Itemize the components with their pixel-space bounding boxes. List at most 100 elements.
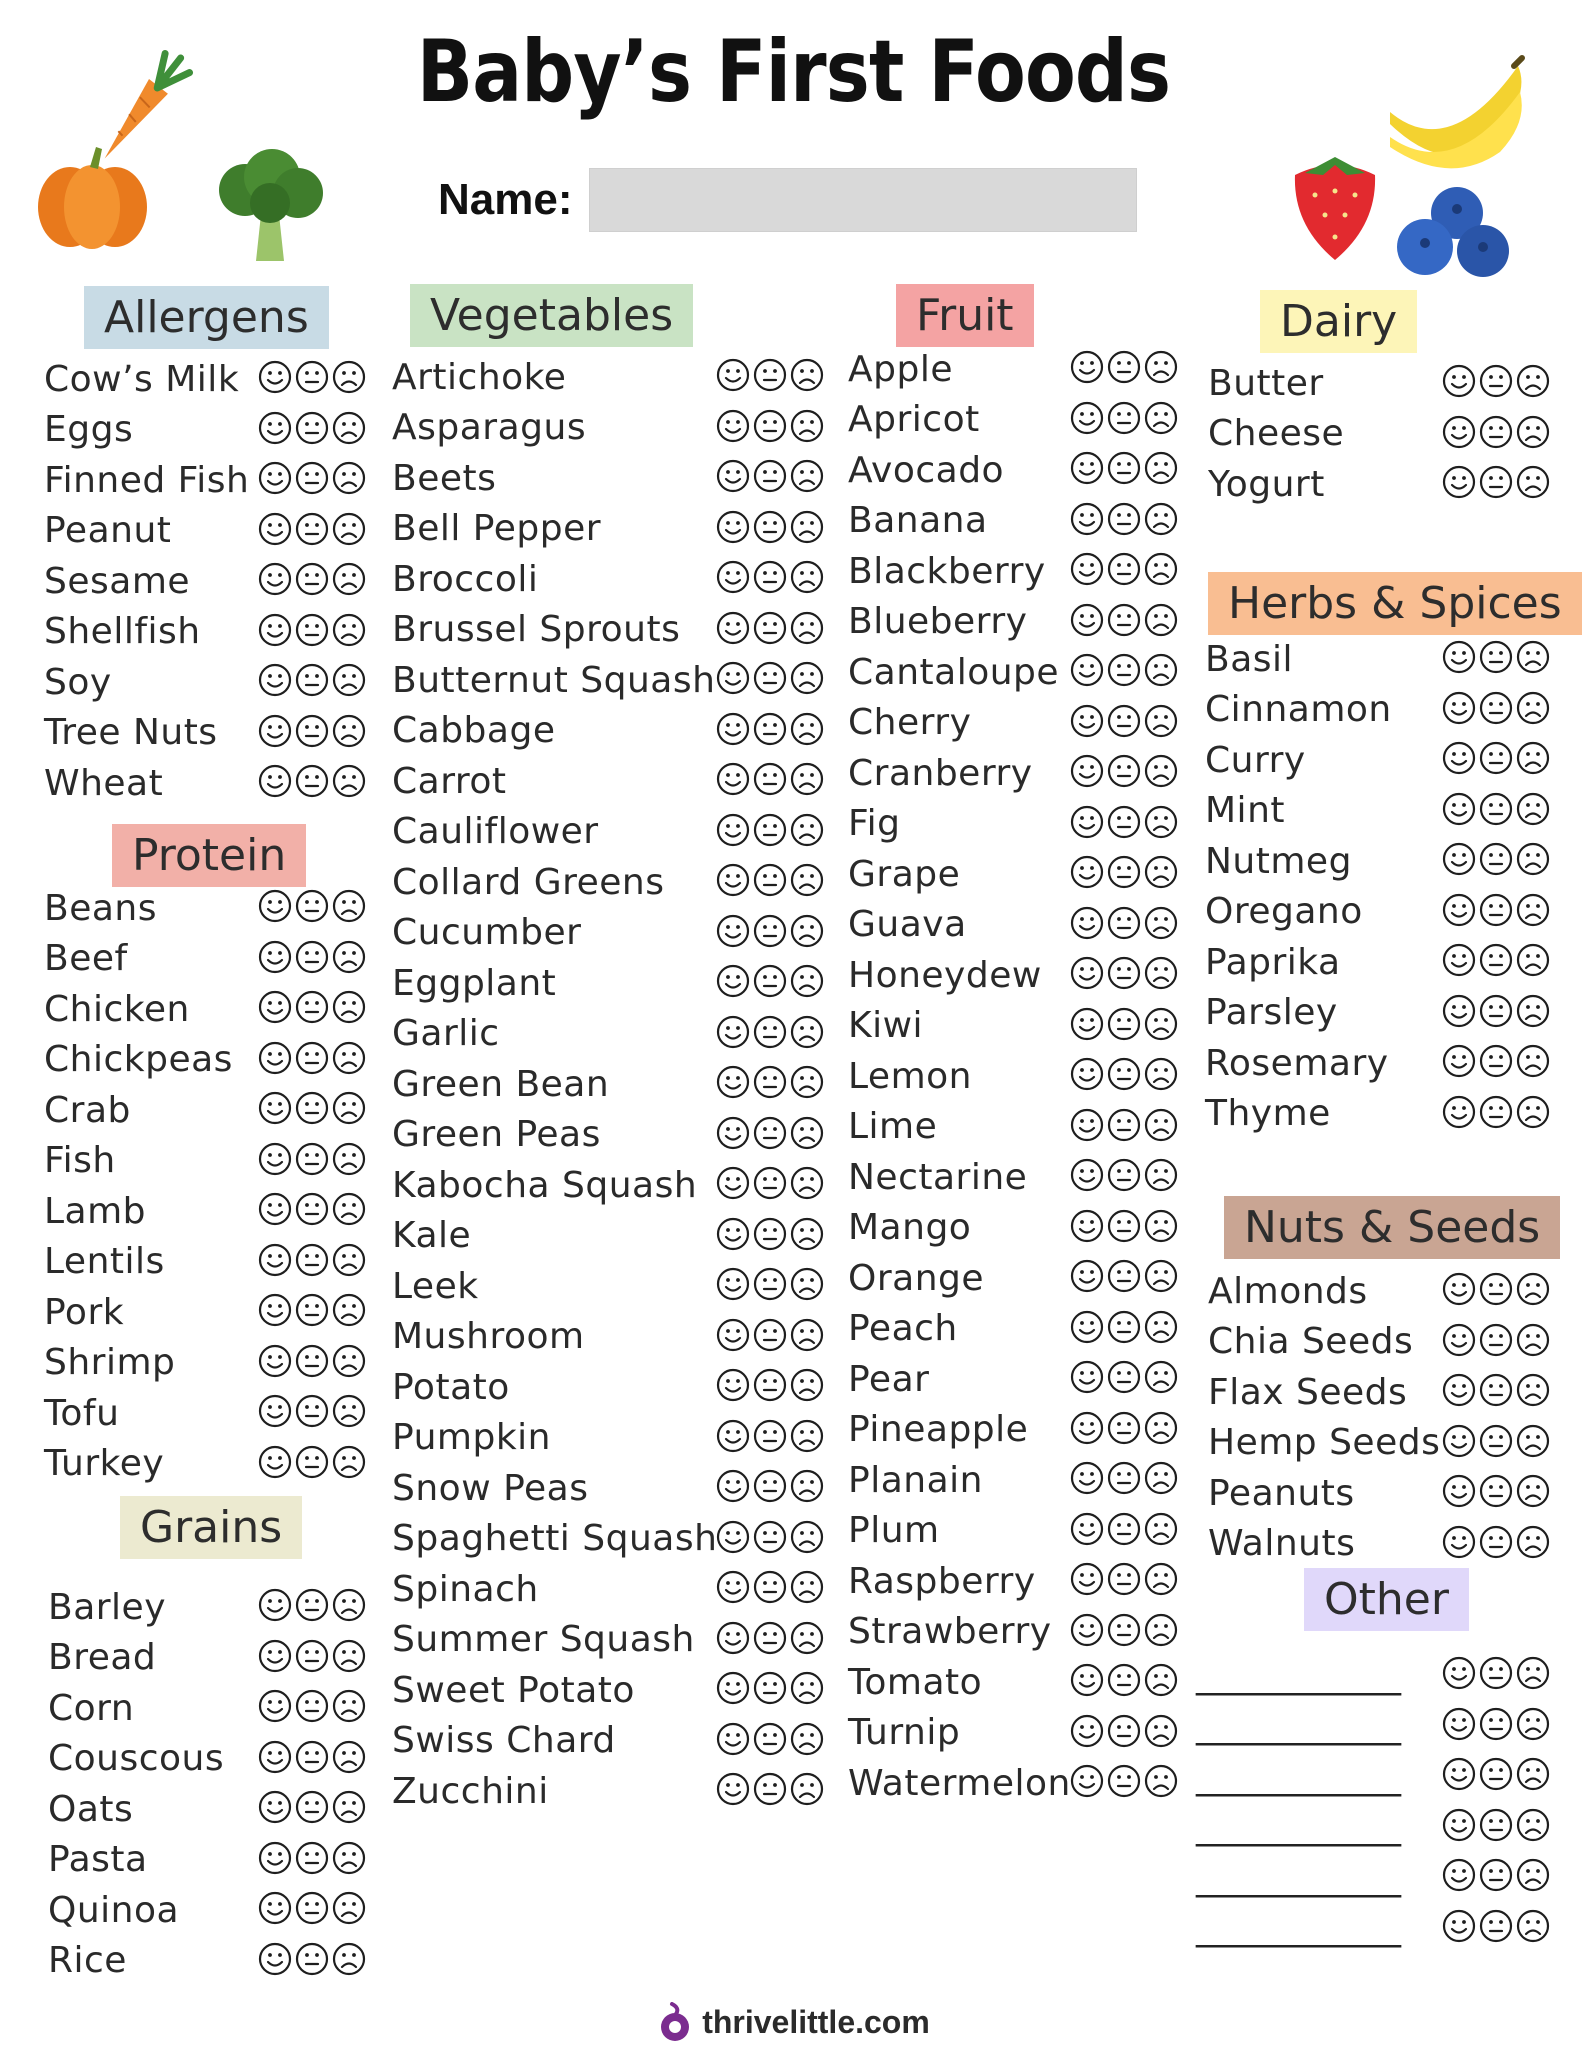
- happy-face-icon[interactable]: [1442, 1095, 1476, 1129]
- sad-face-icon[interactable]: [332, 663, 366, 697]
- neutral-face-icon[interactable]: [1479, 465, 1513, 499]
- sad-face-icon[interactable]: [332, 1588, 366, 1622]
- happy-face-icon[interactable]: [258, 764, 292, 798]
- happy-face-icon[interactable]: [716, 560, 750, 594]
- sad-face-icon[interactable]: [1516, 1272, 1550, 1306]
- neutral-face-icon[interactable]: [1479, 943, 1513, 977]
- sad-face-icon[interactable]: [1516, 640, 1550, 674]
- sad-face-icon[interactable]: [1144, 1512, 1178, 1546]
- sad-face-icon[interactable]: [790, 1015, 824, 1049]
- sad-face-icon[interactable]: [790, 964, 824, 998]
- neutral-face-icon[interactable]: [1107, 1764, 1141, 1798]
- footer-link[interactable]: thrivelittle.com: [702, 2003, 930, 2040]
- happy-face-icon[interactable]: [258, 1891, 292, 1925]
- sad-face-icon[interactable]: [332, 512, 366, 546]
- sad-face-icon[interactable]: [790, 914, 824, 948]
- sad-face-icon[interactable]: [1516, 1323, 1550, 1357]
- sad-face-icon[interactable]: [332, 1192, 366, 1226]
- happy-face-icon[interactable]: [716, 1217, 750, 1251]
- sad-face-icon[interactable]: [332, 1740, 366, 1774]
- sad-face-icon[interactable]: [1144, 1310, 1178, 1344]
- happy-face-icon[interactable]: [258, 562, 292, 596]
- sad-face-icon[interactable]: [1144, 805, 1178, 839]
- happy-face-icon[interactable]: [1070, 1663, 1104, 1697]
- neutral-face-icon[interactable]: [1107, 1512, 1141, 1546]
- happy-face-icon[interactable]: [1442, 1525, 1476, 1559]
- happy-face-icon[interactable]: [716, 712, 750, 746]
- happy-face-icon[interactable]: [716, 964, 750, 998]
- sad-face-icon[interactable]: [332, 1344, 366, 1378]
- sad-face-icon[interactable]: [1144, 1613, 1178, 1647]
- neutral-face-icon[interactable]: [1107, 1562, 1141, 1596]
- sad-face-icon[interactable]: [790, 1520, 824, 1554]
- sad-face-icon[interactable]: [1144, 451, 1178, 485]
- happy-face-icon[interactable]: [1442, 1858, 1476, 1892]
- neutral-face-icon[interactable]: [1107, 1663, 1141, 1697]
- happy-face-icon[interactable]: [1070, 1108, 1104, 1142]
- happy-face-icon[interactable]: [258, 1192, 292, 1226]
- neutral-face-icon[interactable]: [1479, 1424, 1513, 1458]
- neutral-face-icon[interactable]: [295, 1394, 329, 1428]
- neutral-face-icon[interactable]: [1107, 704, 1141, 738]
- sad-face-icon[interactable]: [1516, 415, 1550, 449]
- happy-face-icon[interactable]: [1070, 1714, 1104, 1748]
- neutral-face-icon[interactable]: [1107, 956, 1141, 990]
- happy-face-icon[interactable]: [1070, 1057, 1104, 1091]
- happy-face-icon[interactable]: [258, 512, 292, 546]
- neutral-face-icon[interactable]: [1479, 691, 1513, 725]
- sad-face-icon[interactable]: [790, 661, 824, 695]
- sad-face-icon[interactable]: [790, 459, 824, 493]
- happy-face-icon[interactable]: [716, 409, 750, 443]
- neutral-face-icon[interactable]: [1479, 1272, 1513, 1306]
- happy-face-icon[interactable]: [1442, 1044, 1476, 1078]
- happy-face-icon[interactable]: [1070, 1512, 1104, 1546]
- happy-face-icon[interactable]: [1070, 805, 1104, 839]
- sad-face-icon[interactable]: [332, 889, 366, 923]
- neutral-face-icon[interactable]: [753, 358, 787, 392]
- neutral-face-icon[interactable]: [753, 762, 787, 796]
- happy-face-icon[interactable]: [258, 1841, 292, 1875]
- neutral-face-icon[interactable]: [1107, 1259, 1141, 1293]
- happy-face-icon[interactable]: [1070, 956, 1104, 990]
- sad-face-icon[interactable]: [1144, 1714, 1178, 1748]
- sad-face-icon[interactable]: [1144, 603, 1178, 637]
- neutral-face-icon[interactable]: [1107, 754, 1141, 788]
- blank-entry-line[interactable]: ____________: [1196, 1907, 1401, 1948]
- happy-face-icon[interactable]: [716, 459, 750, 493]
- happy-face-icon[interactable]: [716, 1621, 750, 1655]
- neutral-face-icon[interactable]: [753, 914, 787, 948]
- sad-face-icon[interactable]: [332, 1942, 366, 1976]
- neutral-face-icon[interactable]: [295, 1841, 329, 1875]
- sad-face-icon[interactable]: [1516, 1909, 1550, 1943]
- neutral-face-icon[interactable]: [295, 1091, 329, 1125]
- neutral-face-icon[interactable]: [753, 1419, 787, 1453]
- sad-face-icon[interactable]: [790, 1318, 824, 1352]
- neutral-face-icon[interactable]: [753, 1469, 787, 1503]
- neutral-face-icon[interactable]: [1107, 451, 1141, 485]
- sad-face-icon[interactable]: [1144, 350, 1178, 384]
- neutral-face-icon[interactable]: [295, 562, 329, 596]
- sad-face-icon[interactable]: [1516, 1424, 1550, 1458]
- happy-face-icon[interactable]: [258, 1142, 292, 1176]
- neutral-face-icon[interactable]: [753, 1520, 787, 1554]
- sad-face-icon[interactable]: [332, 1639, 366, 1673]
- sad-face-icon[interactable]: [790, 1419, 824, 1453]
- neutral-face-icon[interactable]: [753, 409, 787, 443]
- happy-face-icon[interactable]: [716, 1368, 750, 1402]
- happy-face-icon[interactable]: [258, 1689, 292, 1723]
- happy-face-icon[interactable]: [716, 762, 750, 796]
- sad-face-icon[interactable]: [1144, 653, 1178, 687]
- happy-face-icon[interactable]: [1442, 1909, 1476, 1943]
- sad-face-icon[interactable]: [332, 1394, 366, 1428]
- neutral-face-icon[interactable]: [1107, 1209, 1141, 1243]
- happy-face-icon[interactable]: [1070, 906, 1104, 940]
- neutral-face-icon[interactable]: [295, 1588, 329, 1622]
- neutral-face-icon[interactable]: [295, 889, 329, 923]
- sad-face-icon[interactable]: [790, 560, 824, 594]
- happy-face-icon[interactable]: [1442, 792, 1476, 826]
- blank-entry-line[interactable]: ____________: [1196, 1755, 1401, 1797]
- happy-face-icon[interactable]: [258, 1394, 292, 1428]
- happy-face-icon[interactable]: [1442, 1373, 1476, 1407]
- sad-face-icon[interactable]: [1516, 994, 1550, 1028]
- neutral-face-icon[interactable]: [1107, 1360, 1141, 1394]
